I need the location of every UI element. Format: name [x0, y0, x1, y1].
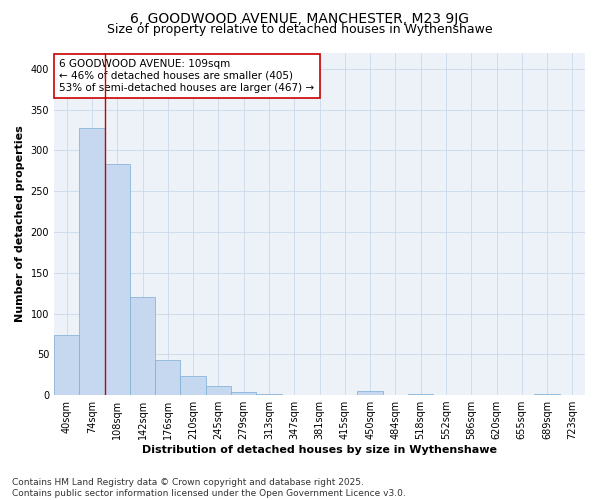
- Bar: [408, 394, 433, 395]
- Text: Size of property relative to detached houses in Wythenshawe: Size of property relative to detached ho…: [107, 22, 493, 36]
- Bar: [130, 297, 155, 395]
- Bar: [54, 334, 79, 395]
- Text: 6, GOODWOOD AVENUE, MANCHESTER, M23 9JG: 6, GOODWOOD AVENUE, MANCHESTER, M23 9JG: [131, 12, 470, 26]
- Bar: [535, 394, 560, 395]
- Bar: [79, 128, 104, 395]
- Bar: [155, 360, 181, 395]
- X-axis label: Distribution of detached houses by size in Wythenshawe: Distribution of detached houses by size …: [142, 445, 497, 455]
- Bar: [104, 164, 130, 395]
- Bar: [206, 386, 231, 395]
- Y-axis label: Number of detached properties: Number of detached properties: [15, 126, 25, 322]
- Bar: [231, 392, 256, 395]
- Bar: [256, 394, 281, 395]
- Text: Contains HM Land Registry data © Crown copyright and database right 2025.
Contai: Contains HM Land Registry data © Crown c…: [12, 478, 406, 498]
- Bar: [358, 391, 383, 395]
- Text: 6 GOODWOOD AVENUE: 109sqm
← 46% of detached houses are smaller (405)
53% of semi: 6 GOODWOOD AVENUE: 109sqm ← 46% of detac…: [59, 60, 314, 92]
- Bar: [181, 376, 206, 395]
